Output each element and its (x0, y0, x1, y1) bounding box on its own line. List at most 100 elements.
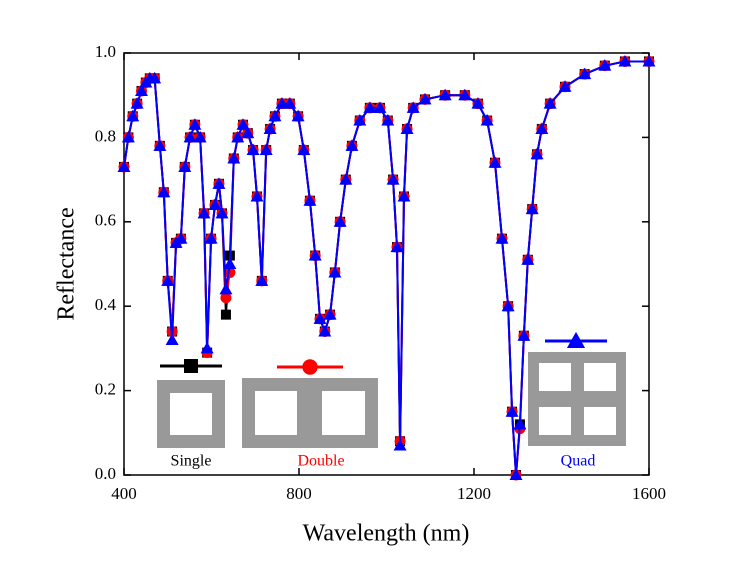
marker (220, 309, 231, 320)
single-icon-hole (170, 393, 212, 435)
legend-label: Double (297, 453, 344, 470)
y-tick-label: 0.4 (95, 295, 117, 314)
y-tick-label: 0.6 (95, 211, 116, 230)
x-axis-title: Wavelength (nm) (303, 521, 470, 547)
marker (397, 189, 411, 202)
marker (480, 114, 494, 126)
marker (174, 232, 188, 244)
marker (381, 114, 395, 126)
marker (566, 331, 586, 348)
marker (438, 88, 452, 101)
quad-icon-hole (584, 407, 616, 435)
marker (246, 143, 260, 156)
marker (345, 139, 359, 151)
marker (578, 67, 592, 80)
marker (200, 341, 214, 354)
marker (259, 143, 273, 156)
marker (313, 312, 327, 324)
marker (471, 97, 485, 109)
quad-icon-hole (539, 407, 571, 435)
marker (530, 147, 544, 160)
marker (126, 109, 140, 122)
marker (268, 109, 282, 122)
y-tick-label: 0.8 (95, 126, 116, 145)
legend-label: Quad (561, 453, 596, 470)
marker (148, 71, 162, 84)
marker (363, 101, 377, 113)
marker (263, 122, 277, 134)
marker (130, 97, 144, 109)
double-icon-hole (322, 391, 365, 435)
marker (323, 308, 337, 320)
marker (241, 126, 255, 139)
plot-frame (123, 52, 650, 476)
marker (184, 359, 198, 373)
marker (231, 130, 245, 143)
marker (521, 253, 535, 265)
marker (161, 274, 175, 286)
marker (236, 118, 250, 130)
marker (373, 101, 387, 113)
y-tick-label: 1.0 (95, 42, 116, 61)
marker (525, 202, 539, 215)
marker (208, 198, 222, 210)
marker (197, 206, 211, 219)
marker (390, 240, 404, 253)
marker (153, 139, 167, 151)
marker (353, 114, 367, 126)
marker (642, 54, 656, 67)
marker (219, 282, 233, 295)
marker (250, 189, 264, 202)
marker (339, 173, 353, 185)
marker (178, 160, 192, 172)
marker (193, 130, 207, 143)
marker (227, 152, 241, 164)
x-tick-label: 800 (286, 484, 312, 503)
marker (121, 130, 135, 143)
x-tick-label: 400 (111, 484, 137, 503)
marker (220, 292, 232, 304)
marker (117, 160, 131, 172)
marker (505, 405, 519, 417)
marker (535, 122, 549, 134)
legend-label: Single (171, 453, 212, 470)
marker (558, 80, 572, 92)
marker (318, 325, 332, 337)
marker (517, 329, 531, 341)
quad-icon-hole (539, 363, 571, 391)
marker (400, 122, 414, 134)
marker (188, 118, 202, 130)
x-tick-label: 1600 (632, 484, 666, 503)
marker (183, 130, 197, 143)
marker (204, 232, 218, 244)
marker (418, 92, 432, 105)
marker (165, 333, 179, 345)
y-axis-title: Reflectance (54, 207, 80, 320)
legend-icons (157, 352, 626, 448)
marker (328, 265, 342, 278)
marker (215, 206, 229, 219)
y-tick-label: 0.0 (95, 464, 116, 483)
x-tick-label: 1200 (457, 484, 491, 503)
marker (303, 194, 317, 206)
marker (283, 97, 297, 109)
marker (223, 257, 237, 269)
marker (297, 143, 311, 156)
marker (495, 232, 509, 244)
marker (302, 359, 318, 375)
marker (291, 109, 305, 122)
marker (618, 54, 632, 67)
marker (212, 177, 226, 189)
marker (393, 438, 407, 451)
marker (598, 59, 612, 71)
marker (157, 185, 171, 198)
marker (513, 417, 527, 430)
marker (135, 84, 148, 96)
marker (255, 274, 269, 286)
y-tick-label: 0.2 (95, 380, 116, 399)
marker (543, 97, 557, 109)
marker (333, 215, 347, 227)
marker (509, 468, 523, 480)
marker (501, 299, 515, 312)
